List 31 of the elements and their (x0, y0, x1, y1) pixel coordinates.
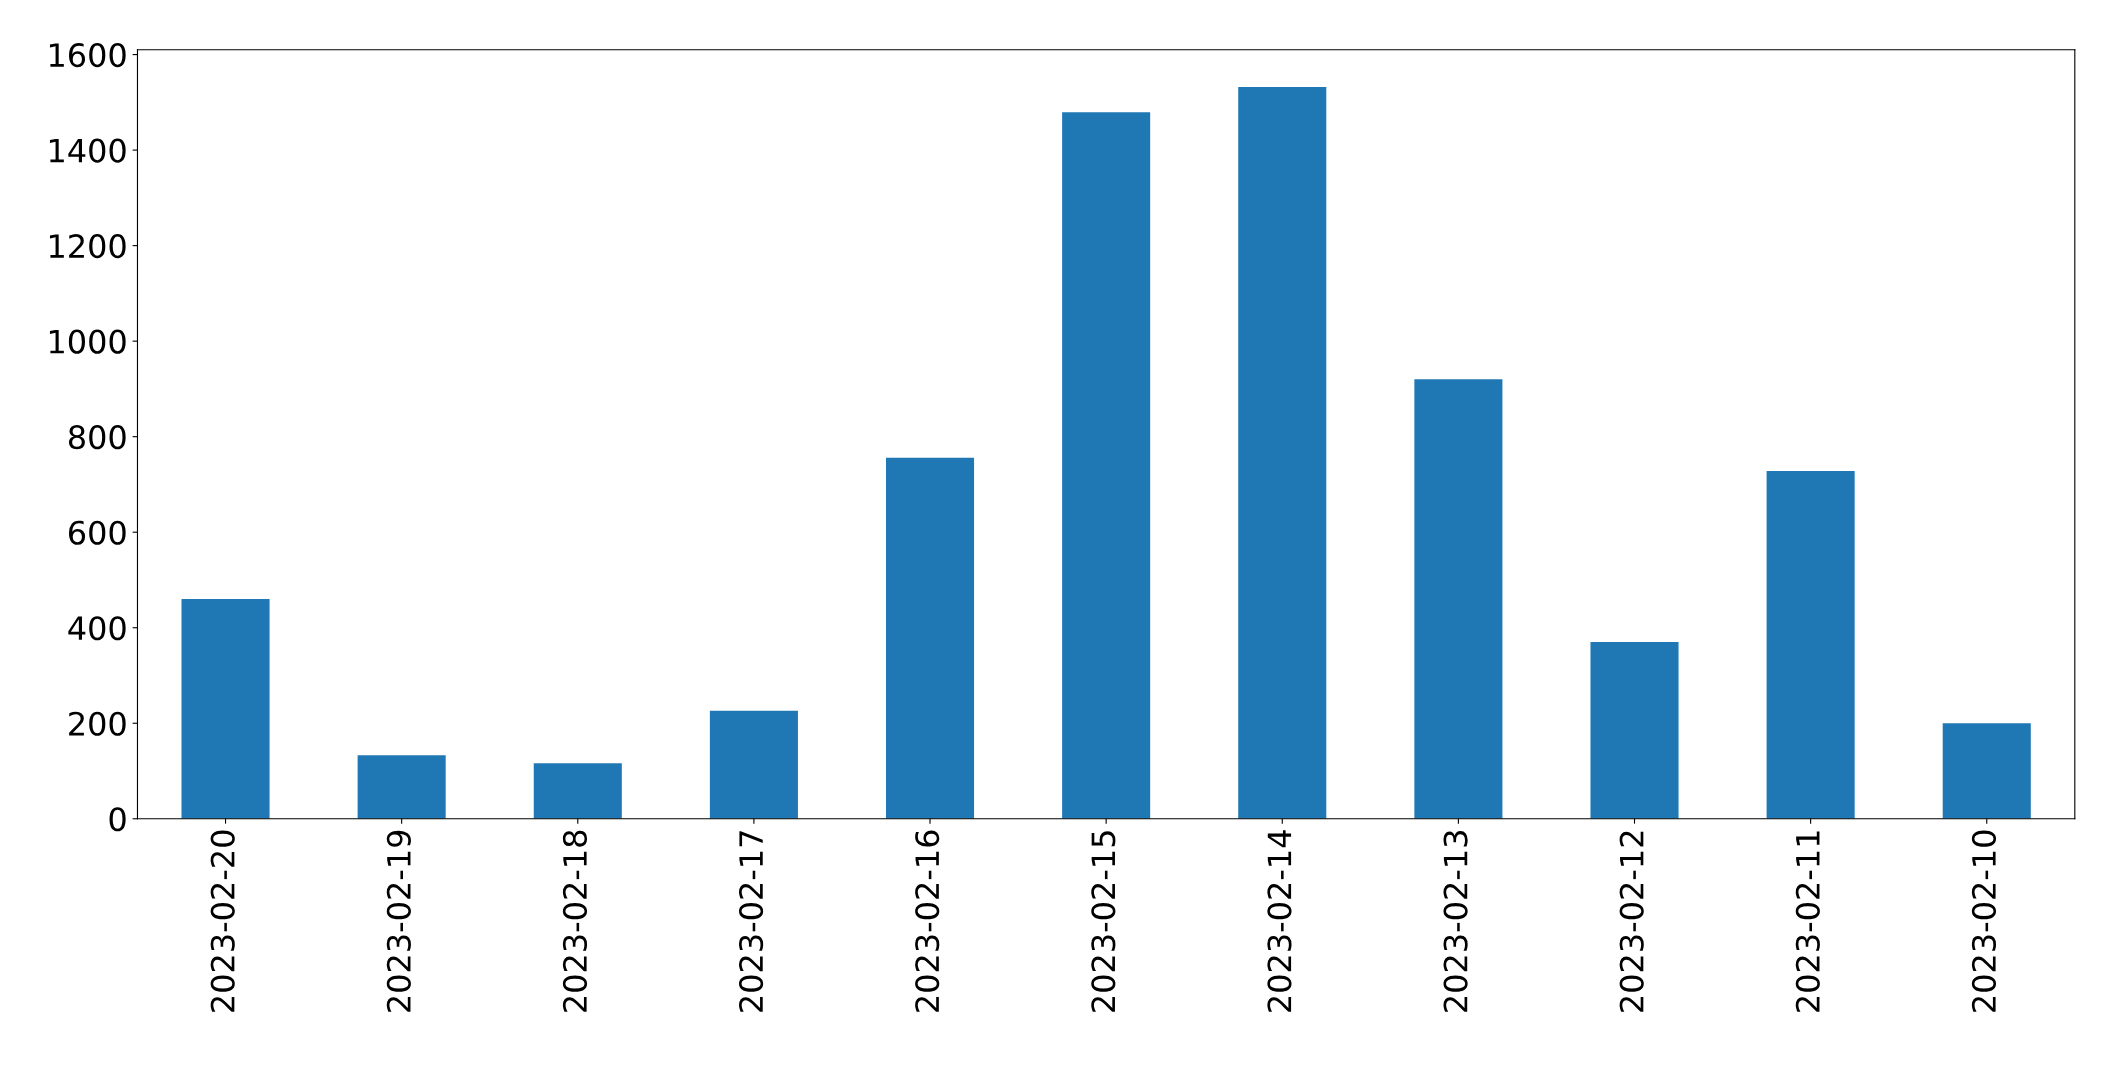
x-tick-label: 2023-02-18 (562, 830, 588, 1012)
y-tick-label: 600 (69, 520, 126, 545)
x-tick-label: 2023-02-15 (1091, 831, 1116, 1012)
bar (1238, 87, 1327, 819)
y-tick-label: 400 (68, 616, 126, 641)
bar (885, 457, 975, 819)
y-tick-label: 1600 (49, 43, 126, 68)
y-tick-label: 1200 (49, 234, 126, 259)
y-tick-label: 800 (68, 425, 126, 450)
bar (1942, 723, 2031, 819)
x-tick-label: 2023-02-19 (386, 830, 411, 1012)
y-tick-label: 200 (69, 711, 126, 736)
bar (181, 599, 270, 819)
bar (533, 763, 622, 819)
bar (709, 710, 798, 819)
x-tick-label: 2023-02-16 (915, 830, 940, 1012)
x-tick-label: 2023-02-20 (210, 830, 235, 1012)
bar (1062, 112, 1151, 819)
bar (1414, 379, 1503, 819)
x-tick-label: 2023-02-12 (1619, 831, 1644, 1012)
y-tick-label: 1000 (49, 329, 126, 354)
bar (1590, 642, 1679, 819)
bar (1766, 471, 1855, 819)
x-tick-label: 2023-02-17 (739, 831, 764, 1012)
bar (357, 755, 446, 819)
x-tick-label: 2023-02-13 (1443, 831, 1468, 1012)
x-tick-label: 2023-02-11 (1795, 831, 1820, 1012)
x-tick-label: 2023-02-14 (1267, 830, 1292, 1012)
y-tick-label: 1400 (49, 138, 126, 163)
x-tick-label: 2023-02-10 (1971, 830, 1997, 1012)
y-tick-label: 0 (109, 807, 126, 832)
